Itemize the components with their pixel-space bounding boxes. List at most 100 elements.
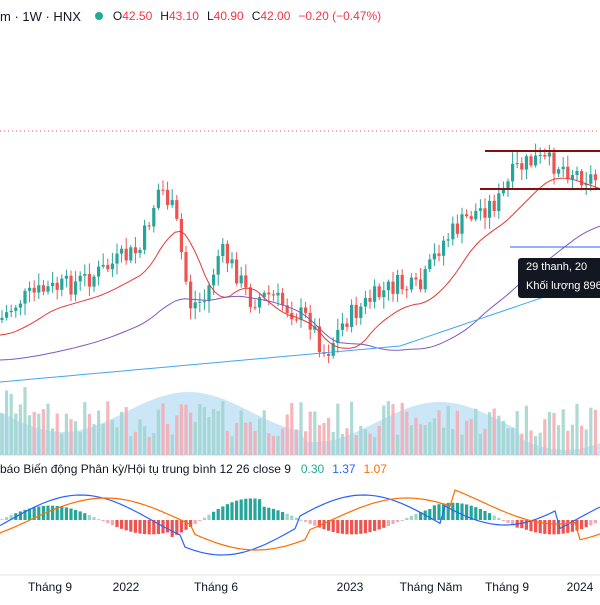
volume-bar	[373, 436, 377, 455]
candle-body	[69, 275, 73, 295]
volume-bar	[488, 412, 492, 455]
macd-histogram-bar	[322, 520, 326, 530]
macd-histogram-bar	[152, 520, 156, 535]
volume-bar	[46, 403, 50, 455]
macd-histogram-bar	[18, 511, 22, 520]
volume-tooltip: 29 thanh, 20 Khối lượng 896	[518, 258, 600, 298]
volume-bar	[244, 422, 248, 455]
volume-bar	[235, 422, 239, 455]
macd-histogram-bar	[345, 520, 349, 535]
candle-body	[46, 286, 50, 292]
volume-bar	[460, 434, 464, 455]
macd-histogram-bar	[101, 520, 105, 522]
ohlc-close: C42.00	[251, 9, 291, 23]
volume-bar	[152, 433, 156, 455]
candle-body	[511, 163, 515, 182]
macd-histogram-bar	[253, 498, 257, 520]
macd-histogram-bar	[97, 519, 101, 521]
candle-body	[106, 264, 110, 270]
x-label-may-2023: Tháng Năm	[399, 580, 463, 594]
candle-body	[557, 169, 561, 174]
macd-histogram-bar	[60, 506, 64, 520]
candle-body	[561, 166, 565, 170]
macd-histogram-bar	[465, 504, 469, 520]
candle-body	[373, 286, 377, 302]
volume-bar	[9, 393, 13, 455]
volume-bar	[350, 401, 354, 455]
candle-body	[235, 259, 239, 284]
macd-histogram-bar	[41, 505, 45, 520]
volume-bar	[248, 421, 252, 455]
volume-bar	[74, 421, 78, 455]
macd-histogram-bar	[115, 520, 119, 528]
volume-bar	[207, 417, 211, 455]
ma-fast-line	[0, 177, 600, 349]
candle-body	[258, 297, 262, 308]
ma-slow-line	[0, 277, 600, 383]
volume-bar	[69, 419, 73, 455]
candle-body	[51, 282, 55, 287]
x-label-2023: 2023	[336, 580, 364, 594]
candle-body	[193, 302, 197, 309]
volume-bar	[400, 402, 404, 455]
macd-title[interactable]: báo Biến động Phân kỳ/Hội tụ trung bình …	[0, 462, 291, 476]
volume-bar	[212, 408, 216, 455]
macd-histogram-bar	[225, 504, 229, 520]
macd-histogram-bar	[492, 515, 496, 520]
volume-bar	[221, 401, 225, 455]
macd-histogram-bar	[382, 520, 386, 528]
candle-body	[566, 166, 570, 180]
macd-histogram-bar	[446, 502, 450, 520]
candle-body	[460, 214, 464, 234]
candle-body	[419, 279, 423, 290]
candle-body	[244, 275, 248, 288]
ohlc-low: L40.90	[206, 9, 244, 23]
candle-body	[0, 317, 4, 320]
volume-bar	[216, 411, 220, 455]
macd-histogram-bar	[285, 513, 289, 520]
macd-histogram-bar	[359, 520, 363, 534]
volume-bar	[193, 422, 197, 455]
volume-bar	[253, 431, 257, 455]
volume-bar	[501, 420, 505, 455]
volume-bar	[124, 407, 128, 455]
volume-bar	[166, 424, 170, 455]
macd-histogram-bar	[386, 520, 390, 526]
market-status-dot	[94, 12, 103, 20]
candle-body	[363, 298, 367, 307]
volume-bar	[0, 413, 4, 455]
candle-body	[543, 155, 547, 157]
volume-bar	[552, 413, 556, 455]
candle-body	[359, 306, 363, 318]
macd-hist-value: 0.30	[300, 462, 325, 476]
macd-histogram-bar	[520, 520, 524, 529]
candle-body	[170, 200, 174, 205]
candle-body	[207, 285, 211, 302]
volume-bar	[170, 434, 174, 455]
candle-body	[386, 281, 390, 291]
candle-body	[202, 301, 206, 303]
volume-bar	[184, 404, 188, 455]
candle-body	[294, 319, 298, 321]
volume-bar	[354, 435, 358, 455]
macd-histogram-bar	[198, 520, 202, 521]
macd-histogram-bar	[373, 520, 377, 531]
candle-body	[483, 208, 487, 218]
symbol-text[interactable]: m · 1W · HNX	[0, 8, 81, 24]
candle-body	[340, 323, 344, 330]
time-axis[interactable]: Tháng 9 2022 Tháng 6 2023 Tháng Năm Thán…	[0, 576, 600, 600]
macd-histogram-bar	[580, 520, 584, 529]
volume-bar	[138, 419, 142, 455]
volume-bar	[18, 404, 22, 455]
macd-histogram-bar	[488, 513, 492, 520]
macd-histogram-bar	[529, 520, 533, 532]
macd-histogram-bar	[354, 520, 358, 535]
macd-histogram-bar	[28, 508, 32, 520]
volume-bar	[276, 435, 280, 455]
candle-body	[354, 304, 358, 318]
signal-line	[0, 489, 600, 551]
volume-bar	[83, 402, 87, 455]
volume-bar	[161, 403, 165, 455]
